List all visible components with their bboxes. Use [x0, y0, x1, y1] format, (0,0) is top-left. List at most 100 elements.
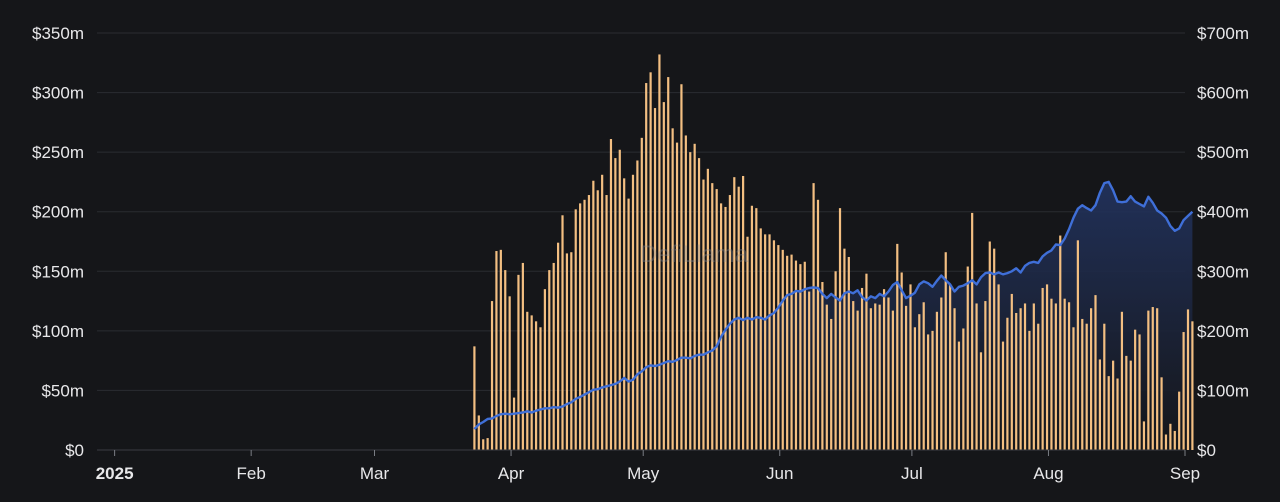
volume-bar — [1050, 298, 1053, 450]
y-left-tick-label: $150m — [32, 262, 84, 281]
y-left-tick-label: $350m — [32, 24, 84, 43]
volume-bar — [812, 183, 815, 450]
volume-bar — [979, 352, 983, 450]
volume-bar — [746, 236, 749, 450]
volume-bar — [922, 302, 925, 450]
volume-bar — [1134, 329, 1137, 450]
volume-bar — [1028, 330, 1031, 450]
volume-bar — [755, 208, 758, 450]
x-tick-label: Apr — [498, 464, 525, 483]
x-tick-label: May — [627, 464, 660, 483]
volume-bar — [548, 270, 551, 450]
volume-bar — [715, 189, 718, 450]
volume-bar — [711, 183, 714, 450]
volume-bar — [988, 241, 991, 450]
volume-bar — [689, 152, 692, 450]
volume-bar — [565, 253, 569, 450]
volume-bar — [1037, 323, 1040, 450]
volume-bar — [601, 174, 604, 450]
volume-bar — [1010, 293, 1013, 450]
volume-bar — [658, 54, 661, 451]
volume-bar — [1173, 430, 1176, 450]
volume-bar — [534, 321, 538, 450]
volume-bar — [944, 252, 947, 450]
volume-bar — [680, 84, 683, 450]
y-left-tick-label: $300m — [32, 84, 84, 103]
y-right-tick-label: $100m — [1197, 381, 1249, 400]
x-tick-label: Jul — [901, 464, 923, 483]
volume-bar — [966, 266, 969, 450]
volume-bar — [1156, 308, 1159, 450]
volume-bar — [614, 158, 617, 450]
volume-bar — [1072, 327, 1075, 450]
volume-bar — [1098, 359, 1102, 450]
volume-bar — [1006, 317, 1009, 450]
volume-bar — [702, 179, 705, 450]
volume-bar — [1186, 309, 1190, 450]
x-tick-label: Jun — [766, 464, 793, 483]
volume-bar — [517, 274, 520, 450]
x-tick-label: Feb — [237, 464, 266, 483]
volume-bar — [904, 305, 908, 450]
volume-bar — [909, 284, 912, 450]
volume-bar — [1191, 321, 1194, 450]
tvl-area-fill — [474, 181, 1193, 450]
y-left-tick-label: $50m — [41, 381, 84, 400]
y-right-tick-label: $200m — [1197, 322, 1249, 341]
volume-bar — [596, 190, 599, 451]
volume-bar — [984, 301, 987, 450]
volume-bar — [1147, 310, 1150, 450]
volume-bar — [640, 137, 643, 451]
volume-bar — [993, 248, 996, 450]
volume-bar — [1103, 323, 1106, 450]
volume-bar — [997, 284, 1000, 450]
volume-bar — [1116, 378, 1119, 450]
volume-bar — [865, 273, 868, 450]
y-left-tick-label: $200m — [32, 203, 84, 222]
volume-bar — [1059, 235, 1062, 450]
volume-bar — [843, 248, 846, 450]
volume-bar — [825, 304, 828, 450]
volume-bar — [482, 439, 485, 450]
volume-bar — [1107, 376, 1110, 450]
y-left-tick-label: $250m — [32, 143, 84, 162]
volume-bars — [473, 54, 1194, 451]
volume-bar — [636, 160, 639, 451]
volume-bar — [1045, 284, 1049, 450]
volume-bar — [949, 284, 952, 450]
volume-bar — [794, 260, 798, 450]
volume-bar — [940, 297, 943, 450]
volume-bar — [838, 208, 842, 450]
volume-bar — [852, 301, 855, 450]
volume-bar — [645, 83, 648, 450]
volume-bar — [671, 128, 674, 451]
volume-bar — [860, 287, 864, 450]
volume-bar — [781, 249, 784, 450]
volume-bar — [1169, 423, 1172, 450]
volume-bar — [504, 270, 507, 450]
volume-bar — [508, 296, 511, 450]
volume-bar — [1089, 308, 1093, 450]
volume-bar — [631, 174, 635, 450]
volume-bar — [878, 304, 881, 450]
volume-bar — [799, 264, 802, 450]
volume-bar — [1081, 318, 1084, 450]
y-right-tick-label: $600m — [1197, 84, 1249, 103]
volume-bar — [1023, 303, 1027, 450]
volume-bar — [473, 346, 476, 450]
volume-bar — [777, 245, 780, 450]
volume-bar — [1120, 311, 1124, 450]
volume-bar — [816, 199, 820, 450]
volume-bar — [618, 149, 621, 450]
volume-bar — [1182, 332, 1185, 450]
volume-bar — [830, 318, 833, 450]
volume-bar — [627, 198, 630, 450]
volume-bar — [931, 330, 934, 450]
volume-bar — [1129, 360, 1132, 450]
volume-bar — [957, 341, 961, 450]
volume-bar — [750, 205, 754, 450]
volume-bar — [1001, 341, 1005, 450]
volume-bar — [1054, 303, 1057, 450]
